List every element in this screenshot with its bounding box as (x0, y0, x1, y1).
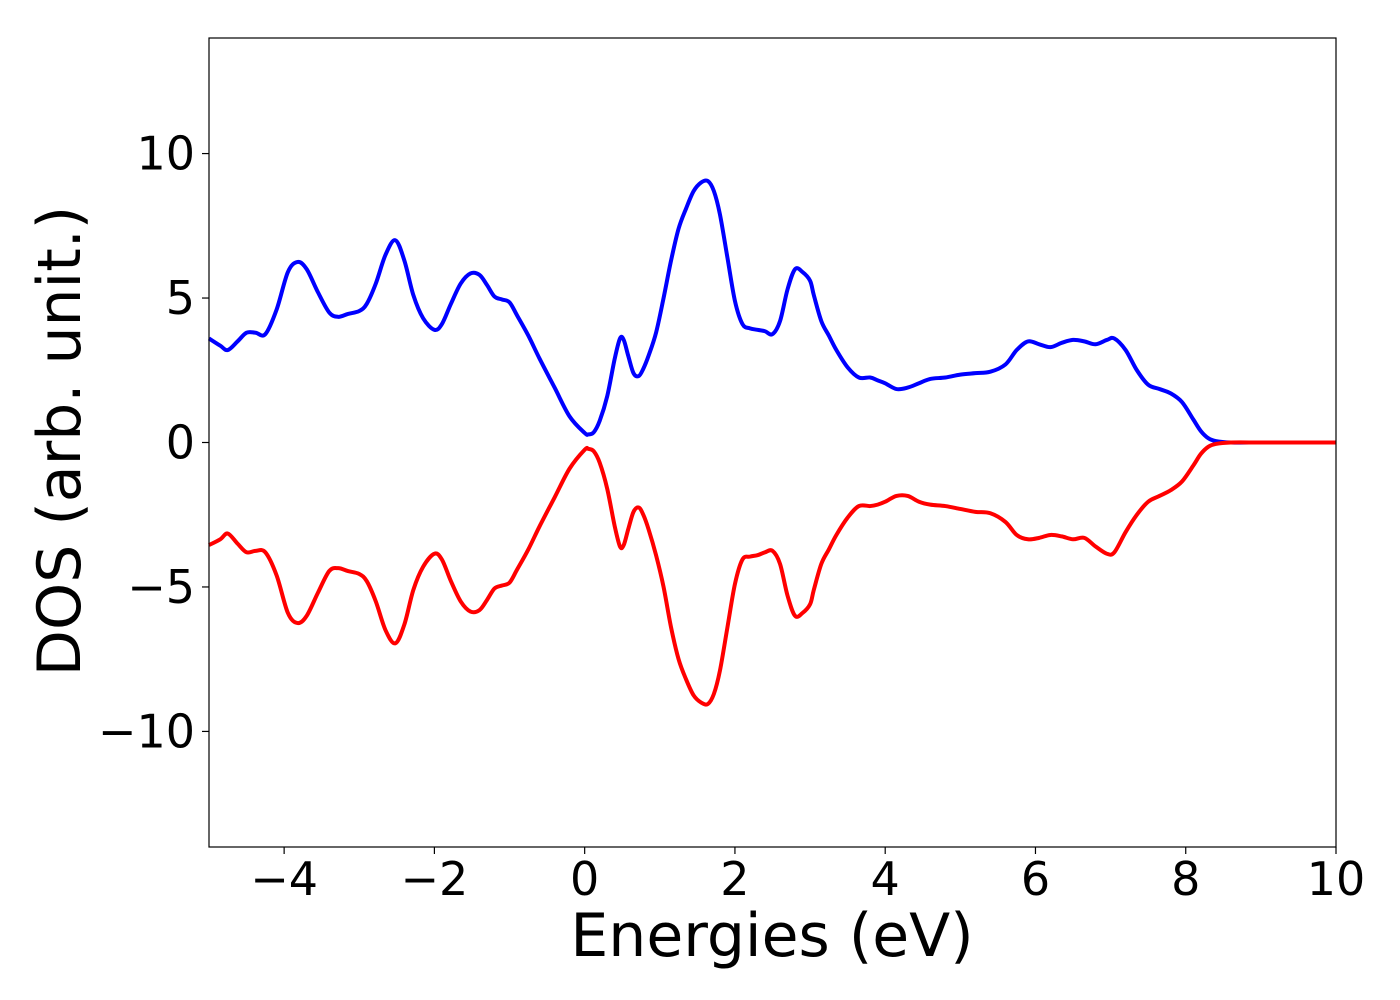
y-tick-label: 10 (136, 127, 195, 181)
x-tick-label: 10 (1307, 852, 1366, 906)
y-tick-label: 5 (166, 271, 195, 325)
x-tick-label: 8 (1171, 852, 1200, 906)
x-tick-label: 0 (570, 852, 599, 906)
x-tick-label: 6 (1021, 852, 1050, 906)
y-tick-label: 0 (166, 416, 195, 470)
y-tick-label: −5 (127, 560, 195, 614)
dos-curve-red (208, 440, 1336, 707)
y-axis-ticks: −10 −5 0 5 10 (98, 127, 209, 758)
y-axis-label: DOS (arb. unit.) (25, 206, 95, 676)
x-tick-label: 4 (871, 852, 900, 906)
x-axis-label: Energies (eV) (570, 901, 973, 971)
y-tick-label: −10 (98, 704, 195, 758)
x-tick-label: −2 (400, 852, 468, 906)
x-axis-ticks: −4 −2 0 2 4 6 8 10 (250, 847, 1365, 906)
series-layer (207, 178, 1336, 707)
x-tick-label: 2 (720, 852, 749, 906)
x-tick-label: −4 (250, 852, 318, 906)
dos-curve-blue (207, 178, 1336, 445)
plot-frame (208, 37, 1337, 848)
